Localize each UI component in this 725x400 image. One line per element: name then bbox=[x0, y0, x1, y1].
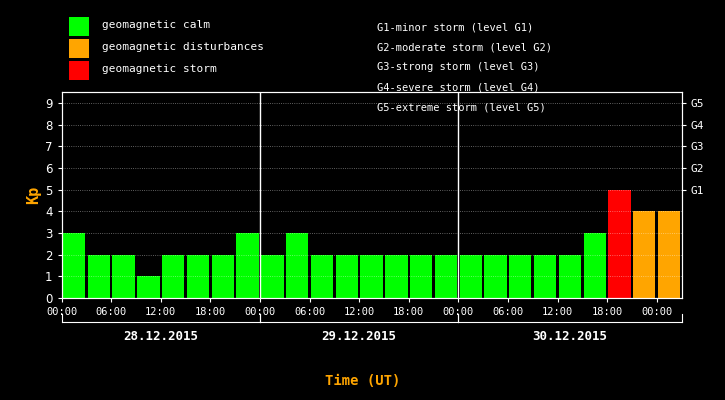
Bar bbox=[410, 255, 432, 298]
Y-axis label: Kp: Kp bbox=[26, 186, 41, 204]
Bar bbox=[261, 255, 283, 298]
Text: 30.12.2015: 30.12.2015 bbox=[532, 330, 608, 342]
Text: geomagnetic calm: geomagnetic calm bbox=[102, 20, 210, 30]
Bar bbox=[484, 255, 507, 298]
Bar bbox=[162, 255, 184, 298]
Bar bbox=[336, 255, 358, 298]
Text: geomagnetic disturbances: geomagnetic disturbances bbox=[102, 42, 263, 52]
Text: G1-minor storm (level G1): G1-minor storm (level G1) bbox=[377, 22, 534, 32]
Text: G2-moderate storm (level G2): G2-moderate storm (level G2) bbox=[377, 42, 552, 52]
Bar bbox=[658, 211, 680, 298]
Bar bbox=[509, 255, 531, 298]
Bar bbox=[187, 255, 209, 298]
Bar bbox=[236, 233, 259, 298]
Text: 29.12.2015: 29.12.2015 bbox=[322, 330, 397, 342]
Bar bbox=[385, 255, 407, 298]
Bar bbox=[633, 211, 655, 298]
Text: G3-strong storm (level G3): G3-strong storm (level G3) bbox=[377, 62, 539, 72]
Bar bbox=[534, 255, 556, 298]
Bar bbox=[584, 233, 606, 298]
Text: Time (UT): Time (UT) bbox=[325, 374, 400, 388]
Bar bbox=[311, 255, 333, 298]
Bar bbox=[608, 190, 631, 298]
Text: 28.12.2015: 28.12.2015 bbox=[123, 330, 199, 342]
Bar bbox=[88, 255, 110, 298]
Bar bbox=[460, 255, 482, 298]
Bar bbox=[360, 255, 383, 298]
Bar bbox=[212, 255, 234, 298]
Bar bbox=[286, 233, 308, 298]
Bar bbox=[63, 233, 85, 298]
Text: G4-severe storm (level G4): G4-severe storm (level G4) bbox=[377, 82, 539, 92]
Text: geomagnetic storm: geomagnetic storm bbox=[102, 64, 216, 74]
Bar bbox=[435, 255, 457, 298]
Bar bbox=[137, 276, 160, 298]
Text: G5-extreme storm (level G5): G5-extreme storm (level G5) bbox=[377, 102, 546, 112]
Bar bbox=[112, 255, 135, 298]
Bar bbox=[559, 255, 581, 298]
